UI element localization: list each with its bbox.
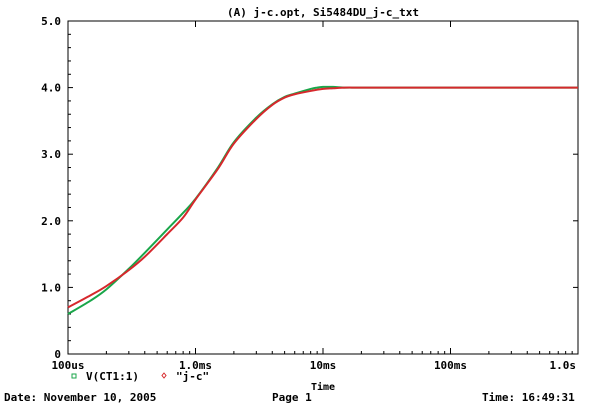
y-tick-label-2: 2.0	[41, 215, 61, 228]
plot-area	[67, 20, 579, 355]
series-line-1	[67, 86, 578, 309]
x-tick-label-2: 10ms	[310, 359, 337, 372]
chart: (A) j-c.opt, Si5484DU_j-c_txt 0 1.0 2.0 3.0…	[41, 6, 579, 393]
footer-date: Date: November 10, 2005	[4, 391, 157, 404]
legend-label-0: V(CT1:1)	[86, 370, 139, 383]
footer-page: Page 1	[272, 391, 312, 404]
x-axis: 100us 1.0ms 10ms 100ms 1.0s	[51, 21, 579, 372]
legend: V(CT1:1) "j-c"	[71, 370, 209, 383]
legend-marker-1	[161, 372, 167, 379]
x-tick-label-0: 100us	[51, 359, 84, 372]
y-tick-label-4: 4.0	[41, 82, 61, 95]
y-tick-label-3: 3.0	[41, 148, 61, 161]
y-tick-label-5: 5.0	[41, 15, 61, 28]
legend-marker-0	[71, 373, 77, 379]
y-tick-label-1: 1.0	[41, 281, 61, 294]
x-tick-label-1: 1.0ms	[179, 359, 212, 372]
legend-label-1: "j-c"	[176, 370, 209, 383]
x-axis-label: Time	[311, 381, 335, 391]
y-tick-label-0: 0	[54, 348, 61, 361]
chart-title: (A) j-c.opt, Si5484DU_j-c_txt	[227, 6, 419, 19]
series-layer	[67, 85, 578, 315]
x-tick-label-3: 100ms	[434, 359, 467, 372]
x-tick-label-4: 1.0s	[550, 359, 577, 372]
footer-time: Time: 16:49:31	[482, 391, 575, 404]
